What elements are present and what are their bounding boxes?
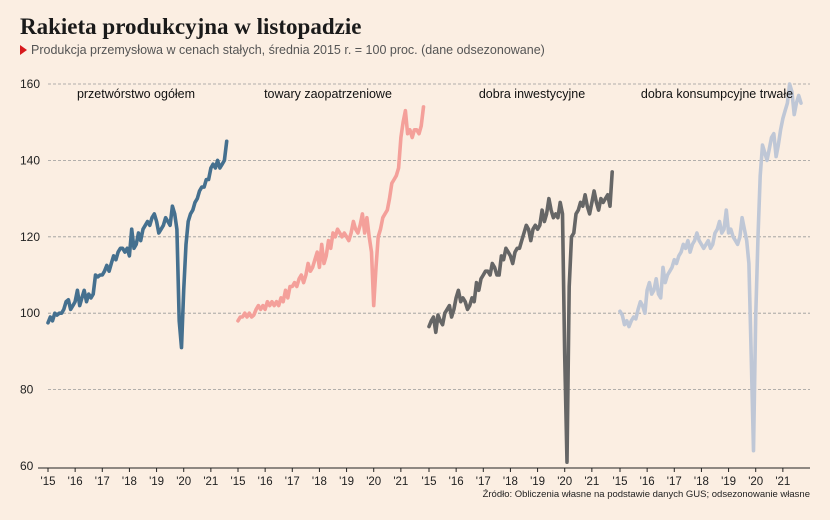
- x-tick-label: '21: [775, 476, 790, 488]
- series-line: [427, 170, 615, 465]
- chart-subtitle: Produkcja przemysłowa w cenach stałych, …: [20, 43, 545, 57]
- x-tick-label: '19: [721, 476, 736, 488]
- series-line: [236, 105, 426, 323]
- series-label: towary zaopatrzeniowe: [264, 87, 392, 101]
- series-labels: przetwórstwo ogółem towary zaopatrzeniowe…: [77, 87, 793, 101]
- x-tick-label: '16: [640, 476, 655, 488]
- x-tick-label: '17: [285, 476, 300, 488]
- y-axis-labels: 60 80 100 120 140 160: [20, 77, 40, 473]
- x-tick-label: '15: [231, 476, 246, 488]
- x-tick-label: '19: [530, 476, 545, 488]
- series-lines: [46, 82, 803, 465]
- y-tick-label: 80: [20, 383, 34, 397]
- x-tick-label: '21: [584, 476, 599, 488]
- chart-title: Rakieta produkcyjna w listopadzie: [20, 14, 362, 39]
- y-tick-label: 60: [20, 459, 34, 473]
- x-axis: '15 '16 '17 '18 '19 '20 '21 '15 '16 '17 '18 '19 '20 '…: [38, 467, 810, 488]
- x-tick-label: '19: [149, 476, 164, 488]
- x-tick-label: '20: [366, 476, 381, 488]
- x-tick-label: '18: [312, 476, 327, 488]
- x-tick-label: '15: [41, 476, 56, 488]
- x-tick-label: '17: [95, 476, 110, 488]
- y-tick-label: 140: [20, 153, 40, 167]
- series-label: dobra konsumpcyjne trwałe: [641, 87, 793, 101]
- series-line: [46, 139, 229, 350]
- x-tick-label: '20: [557, 476, 572, 488]
- x-tick-label: '17: [476, 476, 491, 488]
- x-tick-label: '17: [667, 476, 682, 488]
- x-tick-label: '15: [613, 476, 628, 488]
- x-tick-label: '18: [122, 476, 137, 488]
- y-tick-label: 100: [20, 306, 40, 320]
- x-tick-label: '18: [503, 476, 518, 488]
- series-line: [618, 82, 803, 453]
- red-triangle-icon: [20, 45, 27, 55]
- x-tick-label: '20: [176, 476, 191, 488]
- subtitle-text: Produkcja przemysłowa w cenach stałych, …: [31, 43, 545, 57]
- series-label: dobra inwestycyjne: [479, 87, 585, 101]
- x-tick-label: '18: [694, 476, 709, 488]
- y-tick-label: 120: [20, 230, 40, 244]
- x-tick-label: '16: [68, 476, 83, 488]
- x-tick-label: '20: [748, 476, 763, 488]
- x-tick-label: '15: [422, 476, 437, 488]
- x-tick-label: '21: [203, 476, 218, 488]
- x-tick-label: '21: [393, 476, 408, 488]
- source-note: Źródło: Obliczenia własne na podstawie d…: [482, 489, 810, 500]
- x-tick-label: '16: [258, 476, 273, 488]
- y-tick-label: 160: [20, 77, 40, 91]
- x-tick-label: '19: [339, 476, 354, 488]
- x-tick-label: '16: [449, 476, 464, 488]
- gridlines: [48, 83, 810, 391]
- series-label: przetwórstwo ogółem: [77, 87, 195, 101]
